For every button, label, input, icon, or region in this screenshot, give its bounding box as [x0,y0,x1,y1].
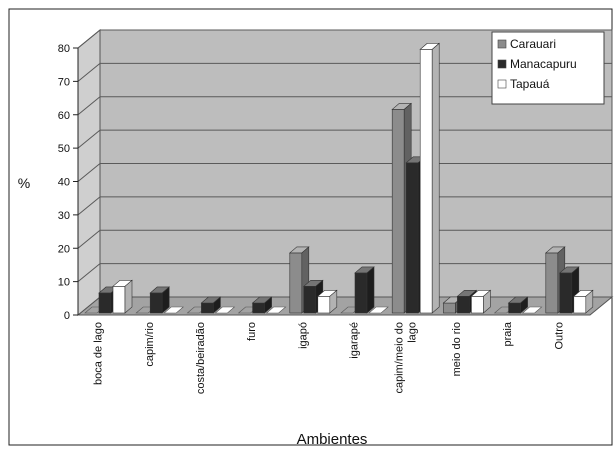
x-tick-label: igarapé [349,322,361,359]
x-tick-label: boca de lago [93,322,105,385]
x-tick-label: praia [502,321,514,346]
gridline [77,196,612,216]
bar-manacapuru-2 [200,296,222,314]
gridline [77,229,612,249]
gridline [77,263,612,283]
legend-label: Carauari [510,37,556,51]
x-tick-label: igapó [297,322,309,349]
gridline [77,96,612,116]
y-tick-label: 20 [58,243,70,255]
gridline [77,29,612,49]
gridline [77,129,612,149]
bar-tapauá-0 [112,279,133,314]
x-tick-label: Outro [553,322,565,350]
legend-box [491,31,605,105]
bar-tapauá-9 [572,289,594,314]
y-tick-label: 0 [64,310,70,322]
y-axis-label: % [18,175,30,191]
y-tick-label: 50 [58,143,70,155]
gridline [77,163,612,182]
y-tick-label: 30 [58,210,70,222]
bar-tapauá-7 [470,289,492,314]
bar-manacapuru-1 [149,286,171,314]
bar-manacapuru-3 [251,296,273,314]
bar-tapauá-8 [521,306,543,314]
x-tick-label: lago [406,322,418,343]
gridline [77,62,612,82]
y-tick-label: 80 [58,43,70,55]
bar-tapauá-3 [265,306,287,314]
y-tick-label: 10 [58,277,70,289]
legend-label: Tapauá [510,77,550,91]
bar-tapauá-2 [214,306,236,314]
x-tick-label: costa/beiradão [195,322,207,394]
legend-label: Manacapuru [510,57,577,71]
y-tick-label: 40 [58,177,70,189]
x-tick-label: furo [246,322,258,341]
x-tick-label: meio do rio [451,322,463,376]
bar-tapauá-6 [419,42,441,314]
y-tick-label: 70 [58,76,70,88]
legend-swatch [497,39,507,49]
bar-manacapuru-8 [507,296,529,314]
bar-manacapuru-5 [354,266,375,314]
bar-tapauá-4 [316,289,338,314]
legend: Carauari Manacapuru Tapauá [491,31,605,105]
bar-manacapuru-9 [558,266,580,314]
bar-tapauá-5 [368,306,389,314]
x-tick-label: capim/meio do [393,322,405,394]
x-axis-label: Ambientes [297,431,368,448]
x-tick-label: capim/rio [144,322,156,367]
y-tick-label: 60 [58,110,70,122]
legend-swatch [497,79,507,89]
legend-swatch [497,59,507,69]
bar-tapauá-1 [163,306,185,314]
